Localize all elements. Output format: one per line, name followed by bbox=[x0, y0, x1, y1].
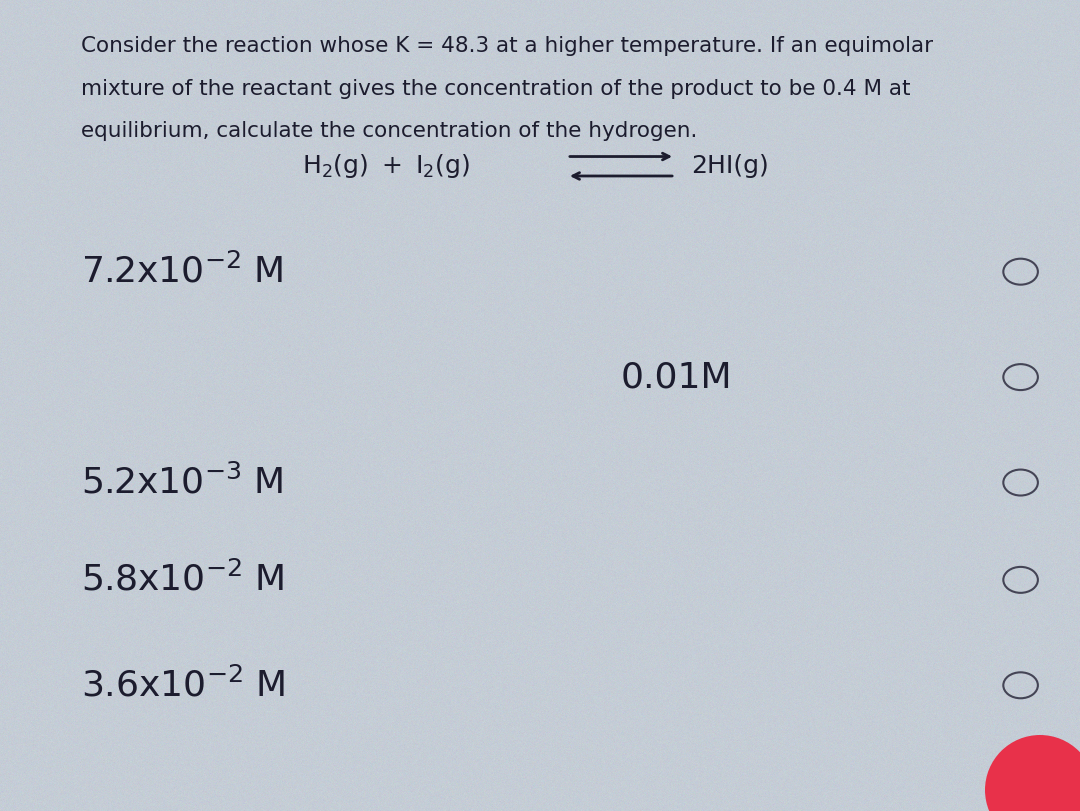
Text: 3.6x10$^{-2}$ M: 3.6x10$^{-2}$ M bbox=[81, 667, 285, 703]
Text: 5.8x10$^{-2}$ M: 5.8x10$^{-2}$ M bbox=[81, 562, 284, 598]
Text: 7.2x10$^{-2}$ M: 7.2x10$^{-2}$ M bbox=[81, 254, 283, 290]
Text: 5.2x10$^{-3}$ M: 5.2x10$^{-3}$ M bbox=[81, 465, 283, 500]
Ellipse shape bbox=[985, 735, 1080, 811]
Text: 0.01M: 0.01M bbox=[621, 360, 732, 394]
Text: 2HI(g): 2HI(g) bbox=[691, 154, 769, 178]
Text: equilibrium, calculate the concentration of the hydrogen.: equilibrium, calculate the concentration… bbox=[81, 121, 698, 141]
Text: H$_2$(g)$\mathregular{\ +\ }$I$_2$(g): H$_2$(g)$\mathregular{\ +\ }$I$_2$(g) bbox=[302, 152, 470, 180]
Text: mixture of the reactant gives the concentration of the product to be 0.4 M at: mixture of the reactant gives the concen… bbox=[81, 79, 910, 99]
Text: Consider the reaction whose K = 48.3 at a higher temperature. If an equimolar: Consider the reaction whose K = 48.3 at … bbox=[81, 36, 933, 57]
